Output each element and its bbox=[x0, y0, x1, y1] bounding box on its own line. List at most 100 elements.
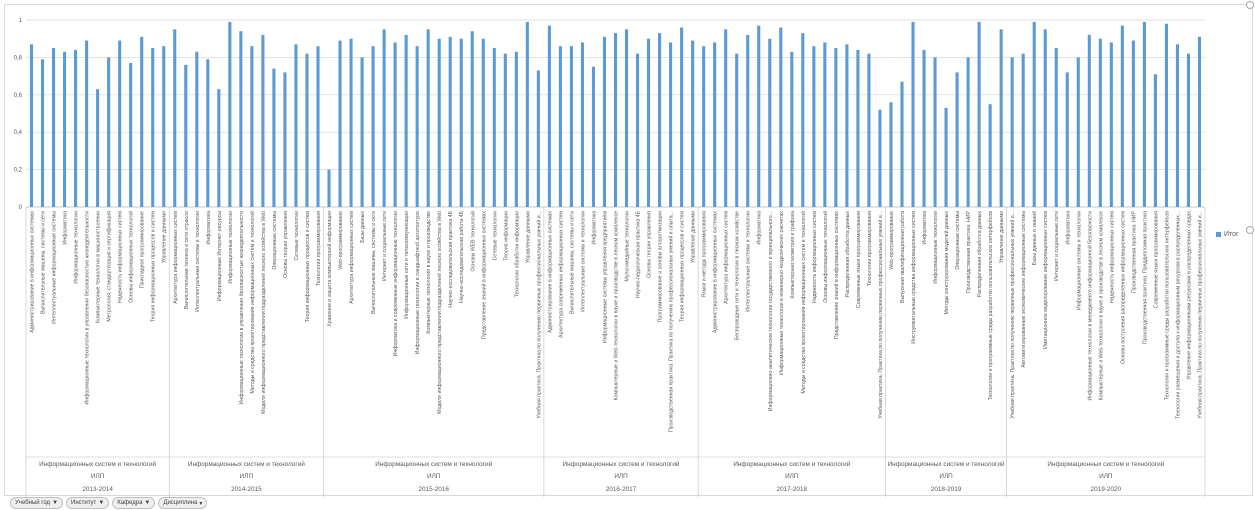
category-label: Информационные технологии bbox=[74, 211, 80, 284]
bar bbox=[261, 34, 265, 208]
bar bbox=[977, 21, 981, 208]
department-label: Информационных систем и технологий bbox=[563, 460, 680, 468]
category-label: Производственная практика. Практика по п… bbox=[668, 211, 675, 432]
bar bbox=[944, 107, 948, 207]
legend: Итог bbox=[1216, 231, 1239, 238]
filter-button-institute[interactable]: Институт ▼ bbox=[66, 497, 110, 509]
category-label: Web-программирование bbox=[889, 211, 895, 270]
bar bbox=[217, 89, 221, 207]
bar bbox=[448, 36, 452, 207]
category-label: Представление знаний в информационных си… bbox=[480, 211, 487, 340]
bar bbox=[74, 49, 78, 207]
bar bbox=[239, 31, 243, 207]
bar bbox=[228, 21, 232, 208]
category-label: Хранение и защита компьютерной информаци… bbox=[326, 211, 333, 327]
bar bbox=[580, 42, 584, 207]
resize-handle-right[interactable] bbox=[1246, 226, 1254, 234]
bar bbox=[724, 29, 728, 207]
bar bbox=[801, 33, 805, 208]
category-label: Инструментальные средства информационных… bbox=[911, 211, 917, 344]
category-label: Компьютерная геометрия и графика bbox=[790, 211, 796, 299]
category-label: Распределенная обработка данных bbox=[977, 211, 983, 298]
bar bbox=[1109, 42, 1113, 207]
category-label: Управление данными bbox=[691, 211, 697, 263]
category-label: Информационные технологии в управлении б… bbox=[239, 211, 245, 405]
category-label: Операционные системы bbox=[272, 211, 278, 270]
category-label: Сетевые технологии bbox=[492, 211, 498, 261]
bar bbox=[382, 29, 386, 207]
category-label: Сетевые технологии bbox=[294, 211, 300, 261]
category-label: Научно-исследовательская работа 4Б bbox=[459, 210, 465, 303]
legend-swatch bbox=[1216, 232, 1221, 237]
bar bbox=[514, 51, 518, 207]
bar bbox=[173, 29, 177, 207]
category-label: Компьютерные технологии в науке и произв… bbox=[426, 211, 432, 334]
category-label: Технологии и программные среды разработк… bbox=[1163, 211, 1170, 401]
year-label: 2016-2017 bbox=[606, 486, 637, 493]
category-label: Информатика bbox=[922, 211, 928, 245]
category-label: Информатика bbox=[63, 211, 69, 245]
bar bbox=[184, 64, 188, 207]
bar bbox=[96, 89, 100, 207]
category-label: Учебная практика. Практика по получению … bbox=[1009, 211, 1016, 419]
category-label: Управление данными bbox=[999, 211, 1005, 263]
y-tick-label: 0,4 bbox=[14, 130, 23, 136]
category-label: Языки и методы программирования bbox=[702, 211, 708, 298]
bar bbox=[569, 46, 573, 208]
year-label: 2018-2019 bbox=[931, 486, 962, 493]
bar bbox=[349, 38, 353, 208]
bar bbox=[624, 29, 629, 207]
category-label: Методы и средства проектирования информа… bbox=[249, 211, 256, 394]
category-label: Архитектура информационных систем bbox=[724, 211, 730, 304]
bar bbox=[459, 38, 463, 208]
year-label: 2017-2018 bbox=[777, 486, 808, 493]
filter-button-discipline[interactable]: Дисциплина ▾ bbox=[158, 497, 208, 509]
bar bbox=[613, 33, 618, 208]
category-label: Учебная практика. Практика по получению … bbox=[877, 211, 884, 419]
filter-label: Учебный год bbox=[15, 500, 51, 506]
resize-handle-top-right[interactable] bbox=[1246, 1, 1254, 9]
category-label: Беспроводные сети и технологии в лесном … bbox=[734, 211, 741, 340]
bar bbox=[1065, 72, 1069, 207]
category-label: Интеллектуальные системы и технологии bbox=[580, 211, 586, 312]
category-label: Информационные технологии в менеджменте … bbox=[1086, 211, 1093, 401]
institute-label: ИЛП bbox=[1099, 473, 1113, 480]
category-label: Технологии и программные среды разработк… bbox=[987, 211, 994, 401]
bar bbox=[1043, 29, 1047, 207]
category-label: Информационные системы и технологии bbox=[1076, 211, 1082, 310]
y-tick-label: 0,6 bbox=[14, 93, 23, 99]
bar bbox=[316, 46, 320, 208]
category-label: Представление знаний в информационных си… bbox=[833, 211, 840, 340]
category-label: Производственная практика. Преддипломная… bbox=[1142, 211, 1148, 344]
category-label: Администрирование в информационных систе… bbox=[713, 211, 719, 333]
filter-button-department[interactable]: Кафедра ▼ bbox=[112, 497, 156, 509]
institute-label: ИЛП bbox=[427, 473, 441, 480]
category-label: Научно-педагогическая практика 4Б bbox=[636, 210, 642, 298]
category-label: Информатика bbox=[591, 211, 597, 245]
year-label: 2013-2014 bbox=[82, 486, 113, 493]
category-label: Информационные технологии bbox=[933, 211, 939, 284]
category-label: Управление данными bbox=[162, 211, 168, 263]
category-label: Производственная практика. НИР bbox=[966, 210, 972, 292]
bar bbox=[272, 68, 276, 208]
category-label: Программирование и основы алгоритмизации bbox=[658, 211, 664, 322]
filter-button-year[interactable]: Учебный год ▼ bbox=[10, 497, 64, 509]
category-label: Информационные сети и телекоммуникации bbox=[404, 211, 410, 319]
y-tick-label: 0,2 bbox=[14, 168, 23, 174]
category-label: Имитационное моделирование информационны… bbox=[1043, 211, 1049, 349]
category-label: Теория информационных процессов и систем bbox=[305, 211, 311, 323]
category-label: Технологии размещения и доступа к информ… bbox=[1175, 211, 1181, 419]
bar bbox=[283, 72, 287, 207]
category-label: Интернет и социальные сети bbox=[382, 211, 388, 281]
bar bbox=[195, 51, 199, 207]
category-label: Вычислительные машины, системы и сети bbox=[569, 211, 575, 314]
category-label: Web-программирование bbox=[338, 211, 344, 270]
bar bbox=[162, 46, 166, 208]
bar bbox=[955, 72, 959, 207]
category-label: Мультимедийные технологии bbox=[624, 211, 631, 282]
category-label: Информационные системы управления предпр… bbox=[602, 211, 608, 343]
category-label: Интеллектуальные информационные системы bbox=[52, 211, 58, 324]
bar bbox=[525, 21, 529, 208]
year-label: 2019-2020 bbox=[1091, 486, 1122, 493]
